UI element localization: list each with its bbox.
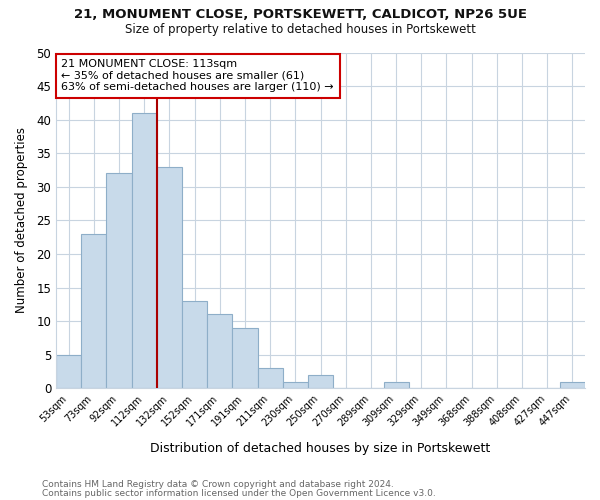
Y-axis label: Number of detached properties: Number of detached properties <box>15 128 28 314</box>
Bar <box>157 166 182 388</box>
Bar <box>383 382 409 388</box>
Bar <box>257 368 283 388</box>
Bar <box>56 355 81 388</box>
Bar <box>131 113 157 388</box>
Bar <box>560 382 585 388</box>
Text: Contains HM Land Registry data © Crown copyright and database right 2024.: Contains HM Land Registry data © Crown c… <box>42 480 394 489</box>
Bar <box>182 301 207 388</box>
Bar <box>232 328 257 388</box>
Bar <box>283 382 308 388</box>
X-axis label: Distribution of detached houses by size in Portskewett: Distribution of detached houses by size … <box>151 442 491 455</box>
Text: 21, MONUMENT CLOSE, PORTSKEWETT, CALDICOT, NP26 5UE: 21, MONUMENT CLOSE, PORTSKEWETT, CALDICO… <box>74 8 527 20</box>
Bar <box>106 174 131 388</box>
Bar <box>207 314 232 388</box>
Bar <box>308 375 333 388</box>
Bar <box>81 234 106 388</box>
Text: Size of property relative to detached houses in Portskewett: Size of property relative to detached ho… <box>125 22 475 36</box>
Text: 21 MONUMENT CLOSE: 113sqm
← 35% of detached houses are smaller (61)
63% of semi-: 21 MONUMENT CLOSE: 113sqm ← 35% of detac… <box>61 59 334 92</box>
Text: Contains public sector information licensed under the Open Government Licence v3: Contains public sector information licen… <box>42 488 436 498</box>
